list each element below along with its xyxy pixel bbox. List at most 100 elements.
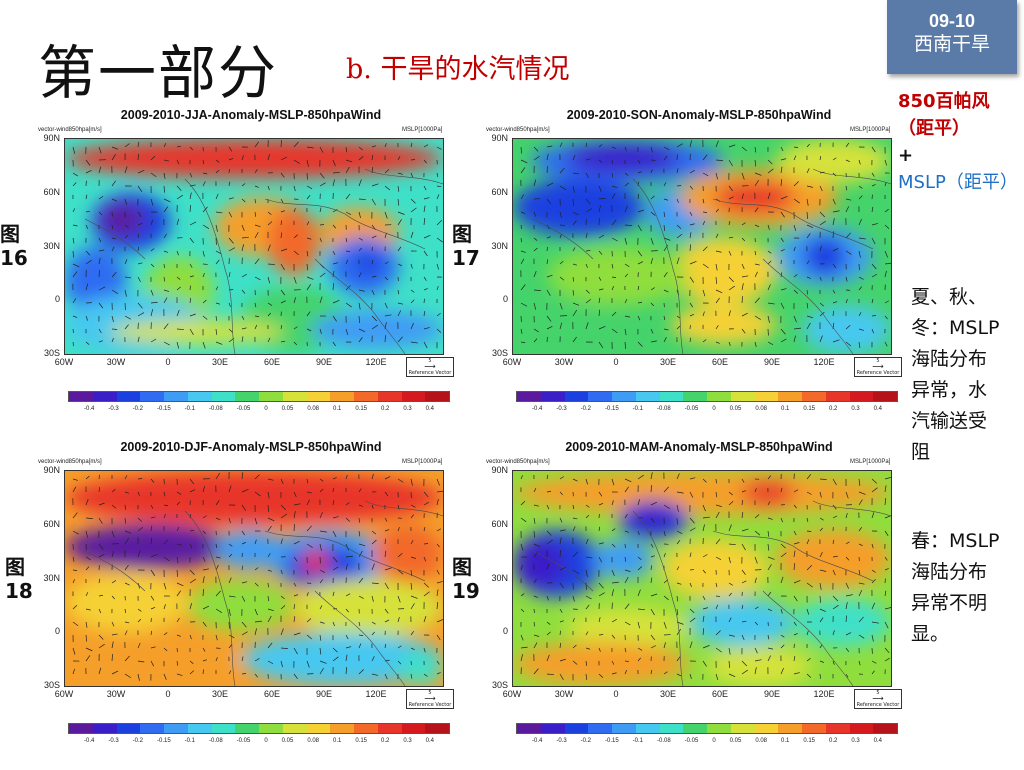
badge-topic: 西南干旱 [887,32,1017,58]
wind-vector [534,147,538,151]
color-bar-tick-label: 0.2 [829,406,837,412]
reference-vector: 5⟶Reference Vector [406,689,454,709]
wind-vector [859,590,862,596]
anomaly-region [294,579,443,638]
color-bar-tick-label: 0.1 [333,406,341,412]
wind-vector [242,290,245,293]
lon-tick-label: 120E [809,357,839,367]
wind-vector [872,238,875,244]
lon-tick-label: 30W [549,689,579,699]
wind-vector [99,518,102,524]
color-bar-swatch [565,724,589,733]
wind-vector [638,590,640,596]
wind-vector [411,300,414,303]
wind-vector [599,593,605,596]
wind-vector [521,251,526,252]
anomaly-region [100,203,144,237]
page-subtitle: b. 干旱的水汽情况 [346,52,569,88]
wind-vector [716,479,717,483]
color-bar-swatch [517,724,541,733]
wind-vector [73,622,78,626]
wind-vector [755,160,756,166]
color-bar-tick-label: 0.3 [403,406,411,412]
wind-vector [190,579,196,583]
wind-vector [599,583,604,588]
wind-vector [560,518,562,522]
wind-vector [424,198,429,199]
wind-vector [521,238,522,242]
wind-vector [229,182,230,186]
lat-tick-label: 90N [36,465,60,475]
wind-vector [73,238,74,243]
wind-vector [521,167,525,173]
wind-vector [255,277,260,280]
lon-tick-label: 0 [601,357,631,367]
color-bar-tick-label: 0.08 [755,406,767,412]
color-bar-swatch [612,724,636,733]
wind-vector [677,596,678,601]
wind-vector [651,238,653,245]
wind-vector [612,582,619,583]
wind-vector [625,183,629,186]
wind-vector [586,605,589,609]
wind-vector [716,648,722,652]
lon-tick-label: 120E [361,357,391,367]
wind-vector [203,207,208,212]
wind-vector [346,194,350,199]
wind-vector [781,289,786,290]
wind-vector [437,635,440,640]
wind-vector [398,247,401,251]
wind-vector [437,581,443,583]
wind-vector [521,475,523,479]
color-bar-tick-label: 0.08 [307,406,319,412]
color-bar-tick-label: -0.08 [657,738,671,744]
color-bar-tick-label: 0.3 [403,738,411,744]
wind-vector [573,596,574,601]
wind-vector [690,303,693,307]
wind-vector [229,272,230,277]
lat-tick-label: 0 [36,294,60,304]
wind-vector [411,173,413,177]
wind-vector [781,303,784,309]
anomaly-region [742,481,795,505]
color-bar-tick-label: -0.2 [133,738,143,744]
wind-vector [411,208,416,212]
anomaly-region [803,305,891,354]
wind-vector [807,531,811,532]
wind-vector [521,160,527,163]
wind-vector [398,186,399,192]
wind-vector [216,260,219,264]
color-bar-tick-label: -0.1 [633,738,643,744]
wind-vector [73,208,75,212]
legend-note-mslp: MSLP（距平） [898,169,1018,196]
wind-vector [294,186,295,191]
color-bar-tick-label: -0.08 [209,738,223,744]
wind-vector [768,303,775,304]
color-bar-swatch [850,392,874,401]
color-bar-swatch [307,724,331,733]
wind-vector [794,316,797,322]
wind-vector [333,179,335,186]
wind-vector [151,249,154,251]
lat-tick-label: 90N [484,133,508,143]
wind-vector [534,248,537,251]
wind-vector [885,498,886,505]
wind-vector [521,647,528,648]
wind-vector [794,633,798,635]
wind-vector [820,674,821,679]
wind-vector [781,339,786,342]
wind-vector [73,342,74,346]
lat-tick-label: 60N [36,519,60,529]
color-bar-swatch [873,724,897,733]
wind-vector [651,578,652,583]
color-bar-swatch [354,392,378,401]
color-bar-tick-label: -0.15 [157,406,171,412]
wind-vector [424,145,428,147]
wind-vector [437,147,442,149]
wind-vector [547,632,551,635]
wind-vector [534,303,536,310]
wind-vector [255,259,259,264]
